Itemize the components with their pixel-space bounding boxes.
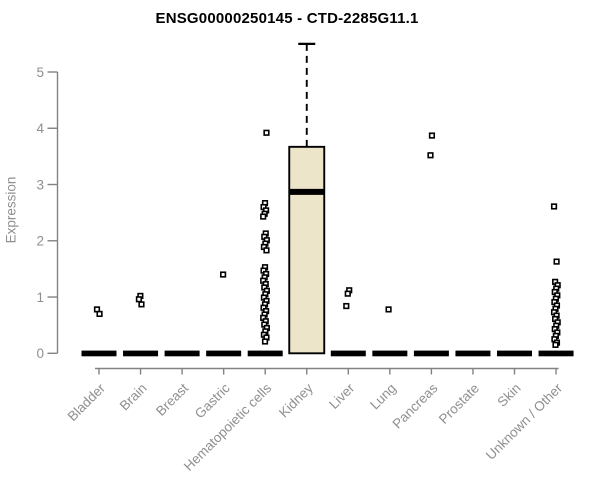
collapsed-box-breast [164,350,200,357]
x-tick-label-bladder: Bladder [65,380,109,424]
outlier-point-hematopoietic-cells [263,129,270,136]
collapsed-box-bladder [81,350,117,357]
y-tick-label-4: 4 [36,121,44,136]
collapsed-box-gastric [206,350,242,357]
box-kidney [288,145,326,355]
collapsed-box-brain [123,350,159,357]
collapsed-box-skin [497,350,532,357]
outlier-point-hematopoietic-cells [261,338,269,345]
collapsed-box-lung [372,350,408,357]
x-tick-label-gastric: Gastric [192,380,233,421]
outlier-point-unknown-other [550,203,558,210]
outlier-point-pancreas [428,132,436,139]
outlier-point-brain [138,301,145,308]
x-tick-label-pancreas: Pancreas [390,380,441,431]
y-tick-label-1: 1 [36,290,44,305]
outlier-point-gastric [220,271,227,278]
outlier-point-hematopoietic-cells [260,213,267,220]
outlier-point-unknown-other [553,258,560,265]
collapsed-box-unknown-other [538,350,574,357]
outlier-point-brain [135,296,143,303]
outlier-point-lung [385,306,392,313]
y-tick-label-0: 0 [36,346,44,361]
x-tick-label-brain: Brain [117,381,150,414]
outlier-point-liver [343,302,350,310]
x-tick-label-breast: Breast [153,380,191,418]
chart-title: ENSG00000250145 - CTD-2285G11.1 [155,10,419,27]
x-tick-label-liver: Liver [326,380,358,412]
y-tick-label-5: 5 [36,65,44,80]
outlier-point-liver [344,290,351,297]
y-tick-label-2: 2 [36,234,44,249]
collapsed-box-hematopoietic-cells [247,350,283,357]
outlier-point-unknown-other [552,341,559,348]
x-tick-label-lung: Lung [367,381,399,413]
outlier-point-hematopoietic-cells [263,247,270,254]
outlier-point-pancreas [427,152,434,159]
collapsed-box-prostate [455,350,491,357]
x-tick-label-skin: Skin [494,381,523,410]
x-tick-label-prostate: Prostate [436,381,482,427]
collapsed-box-pancreas [413,350,449,357]
x-tick-label-kidney: Kidney [276,380,316,420]
outlier-point-bladder [96,310,103,318]
collapsed-box-liver [330,350,366,357]
x-tick-label-unknown-other: Unknown / Other [483,380,566,463]
y-tick-label-3: 3 [36,177,44,192]
